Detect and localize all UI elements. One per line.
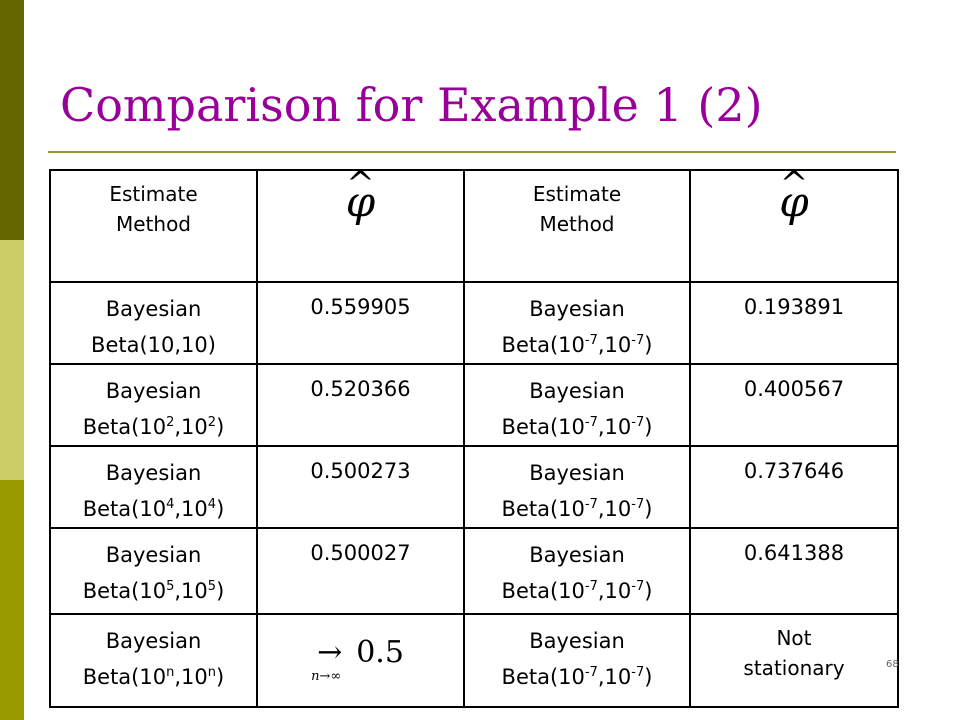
left-value-cell: 0.500027 (256, 527, 465, 615)
table-header-row: Estimate Method ^ φ Estimate Method ^ φ (49, 164, 899, 283)
limit-expression: → 0.5 n→∞ (311, 635, 404, 684)
right-value-cell: 0.400567 (689, 363, 899, 447)
table-row: Bayesian Beta(10n,10n) → 0.5 n→∞ Bayesian B… (49, 613, 899, 708)
table-row: Bayesian Beta(102,102) 0.520366 Bayesian B… (49, 363, 899, 447)
right-value-cell: 0.737646 (689, 445, 899, 529)
slide-title: Comparison for Example 1 (2) (60, 78, 763, 132)
table-row: Bayesian Beta(104,104) 0.500273 Bayesian B… (49, 445, 899, 529)
right-value-cell: Not stationary (689, 613, 899, 708)
comparison-table: Estimate Method ^ φ Estimate Method ^ φ Baye… (49, 164, 899, 708)
right-value-cell: 0.641388 (689, 527, 899, 615)
decor-bar-middle (0, 240, 24, 480)
left-method-cell: Bayesian Beta(104,104) (49, 445, 258, 529)
limit-value-cell: → 0.5 n→∞ (256, 613, 465, 708)
title-underline (48, 151, 896, 153)
left-value-cell: 0.500273 (256, 445, 465, 529)
right-value-cell: 0.193891 (689, 281, 899, 365)
left-value-cell: 0.520366 (256, 363, 465, 447)
table-row: Bayesian Beta(10,10) 0.559905 Bayesian Bet… (49, 281, 899, 365)
decor-bar-bottom (0, 480, 24, 720)
left-method-cell: Bayesian Beta(105,105) (49, 527, 258, 615)
left-method-cell: Bayesian Beta(10n,10n) (49, 613, 258, 708)
right-method-cell: Bayesian Beta(10-7,10-7) (463, 363, 691, 447)
header-estimate-method-left: Estimate Method (49, 169, 258, 283)
right-method-cell: Bayesian Beta(10-7,10-7) (463, 281, 691, 365)
phi-hat-symbol: ^ φ (345, 164, 376, 226)
header-phi-hat-right: ^ φ (689, 164, 899, 283)
left-value-cell: 0.559905 (256, 281, 465, 365)
left-method-cell: Bayesian Beta(10,10) (49, 281, 258, 365)
right-method-cell: Bayesian Beta(10-7,10-7) (463, 445, 691, 529)
table-row: Bayesian Beta(105,105) 0.500027 Bayesian B… (49, 527, 899, 615)
right-method-cell: Bayesian Beta(10-7,10-7) (463, 613, 691, 708)
phi-hat-symbol: ^ φ (779, 164, 809, 226)
left-method-cell: Bayesian Beta(102,102) (49, 363, 258, 447)
header-estimate-method-right: Estimate Method (463, 169, 691, 283)
page-number: 68 (886, 659, 899, 670)
header-phi-hat-left: ^ φ (256, 164, 465, 283)
right-method-cell: Bayesian Beta(10-7,10-7) (463, 527, 691, 615)
decor-bar-top (0, 0, 24, 240)
